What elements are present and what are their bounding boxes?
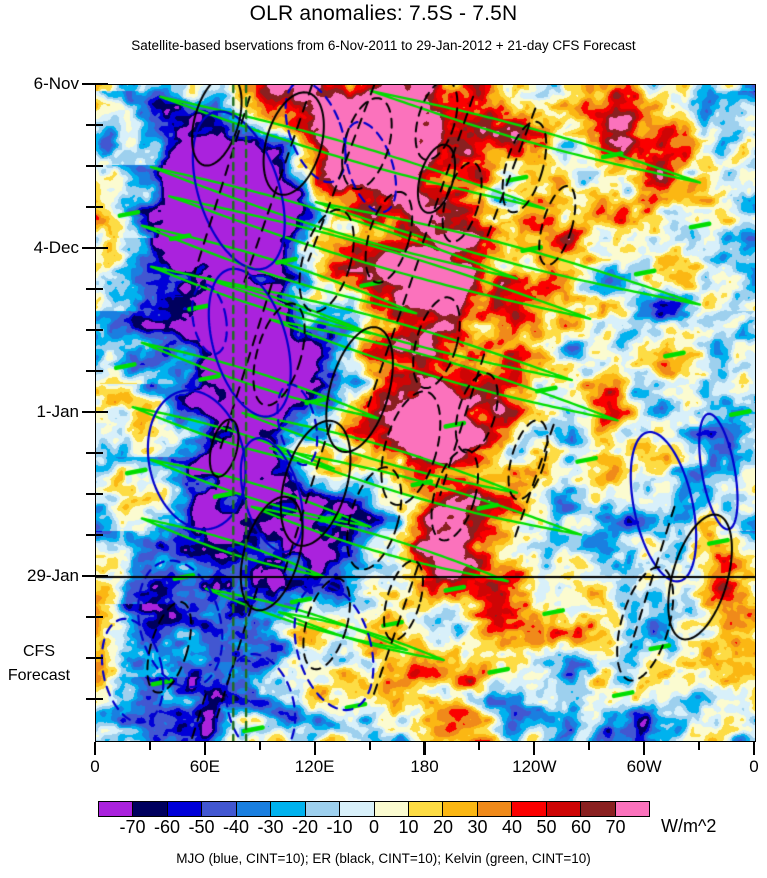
y-tick-inner-major xyxy=(95,82,108,86)
y-tick-inner-major xyxy=(95,246,108,250)
y-tick-minor xyxy=(86,370,95,372)
colorbar-swatch-3 xyxy=(202,802,237,816)
x-tick-minor xyxy=(368,742,371,750)
x-axis-label-0: 0 xyxy=(90,757,100,776)
page-title: OLR anomalies: 7.5S - 7.5N xyxy=(249,2,518,25)
x-tick-major xyxy=(313,742,316,755)
cfs-forecast-label-line1: CFS xyxy=(23,643,55,661)
colorbar-tick-30: 30 xyxy=(467,817,488,837)
x-tick-major xyxy=(203,742,206,755)
colorbar-tick-50: 50 xyxy=(536,817,557,837)
cfs-forecast-label-line2: Forecast xyxy=(7,667,71,685)
y-tick-minor xyxy=(86,698,95,700)
y-tick-inner-minor xyxy=(95,165,103,167)
x-tick-major xyxy=(423,742,426,755)
y-axis-label-1-jan: 1-Jan xyxy=(36,402,79,421)
colorbar-tick-labels: -70 -60 -50 -40 -30 -20 -10 0 10 20 30 40 50 60 70 xyxy=(98,818,650,840)
x-tick-minor xyxy=(258,742,261,750)
y-tick-minor xyxy=(86,493,95,495)
chart-subtitle: Satellite-based bservations from 6-Nov-2… xyxy=(131,38,636,53)
x-tick-major xyxy=(643,742,646,755)
colorbar-tick--20: -20 xyxy=(291,817,319,837)
colorbar-swatch-10 xyxy=(443,802,478,816)
x-tick-minor xyxy=(588,742,591,750)
y-tick-major xyxy=(82,82,95,86)
y-tick-inner-minor xyxy=(95,452,103,454)
colorbar-tick--30: -30 xyxy=(257,817,284,837)
y-tick-inner-minor xyxy=(95,493,103,495)
y-tick-inner-minor xyxy=(95,370,103,372)
colorbar-swatch-15 xyxy=(615,802,649,816)
x-axis-label-6: 0 xyxy=(749,757,759,776)
wave-contour-overlay xyxy=(96,85,755,741)
colorbar-swatch-12 xyxy=(512,802,547,816)
x-axis-label-3: 180 xyxy=(410,757,439,776)
x-tick-minor xyxy=(148,742,151,750)
x-tick-minor xyxy=(478,742,481,750)
colorbar-tick-0: 0 xyxy=(368,817,380,837)
x-tick-major xyxy=(533,742,536,755)
colorbar-swatch-2 xyxy=(167,802,203,816)
y-tick-minor xyxy=(86,288,95,290)
colorbar-swatch-11 xyxy=(477,802,513,816)
y-tick-inner-minor xyxy=(95,329,103,331)
y-tick-minor xyxy=(86,165,95,167)
y-tick-minor xyxy=(86,452,95,454)
y-tick-inner-minor xyxy=(95,534,103,536)
y-tick-major xyxy=(82,246,95,250)
plot-area xyxy=(95,84,756,742)
y-tick-inner-minor xyxy=(95,206,103,208)
x-tick-minor xyxy=(698,742,701,750)
y-axis-label-6-nov: 6-Nov xyxy=(33,74,79,93)
x-axis-label-2: 120E xyxy=(294,757,335,776)
y-tick-minor xyxy=(86,657,95,659)
y-tick-minor xyxy=(86,329,95,331)
colorbar-tick--70: -70 xyxy=(119,817,146,837)
colorbar-swatch-8 xyxy=(374,802,409,816)
x-axis-label-4: 120W xyxy=(512,757,557,776)
x-axis-label-1: 60E xyxy=(189,757,220,776)
y-tick-major xyxy=(82,574,95,578)
y-tick-inner-minor xyxy=(95,288,103,290)
colorbar-swatch-14 xyxy=(581,802,616,816)
colorbar-tick-10: 10 xyxy=(398,817,419,837)
y-tick-inner-minor xyxy=(95,698,103,700)
colorbar-tick-20: 20 xyxy=(432,817,454,837)
x-tick-major xyxy=(93,742,97,755)
y-tick-major xyxy=(82,410,95,414)
y-tick-minor xyxy=(86,534,95,536)
y-tick-inner-major xyxy=(95,574,108,578)
x-tick-major xyxy=(752,742,756,755)
colorbar-tick-40: 40 xyxy=(501,817,523,837)
y-tick-inner-minor xyxy=(95,657,103,659)
colorbar-tick--50: -50 xyxy=(188,817,215,837)
colorbar-swatch-13 xyxy=(546,802,582,816)
colorbar xyxy=(98,801,650,817)
colorbar-tick-60: 60 xyxy=(570,817,592,837)
y-tick-inner-minor xyxy=(95,616,103,618)
colorbar-tick--40: -40 xyxy=(222,817,250,837)
y-tick-minor xyxy=(86,616,95,618)
y-axis-label-4-dec: 4-Dec xyxy=(33,238,79,257)
colorbar-swatch-7 xyxy=(340,802,375,816)
colorbar-tick-70: 70 xyxy=(605,817,626,837)
colorbar-swatch-6 xyxy=(305,802,341,816)
colorbar-units-label: W/m^2 xyxy=(661,816,717,836)
y-tick-minor xyxy=(86,124,95,126)
x-axis-label-5: 60W xyxy=(626,757,662,776)
colorbar-tick--60: -60 xyxy=(153,817,181,837)
colorbar-swatch-5 xyxy=(271,802,306,816)
colorbar-swatch-9 xyxy=(408,802,444,816)
colorbar-swatch-4 xyxy=(236,802,272,816)
y-tick-inner-minor xyxy=(95,124,103,126)
y-tick-inner-major xyxy=(95,410,108,414)
colorbar-swatch-1 xyxy=(133,802,168,816)
y-axis-label-29-jan: 29-Jan xyxy=(27,566,79,585)
y-tick-minor xyxy=(86,206,95,208)
colorbar-swatch-0 xyxy=(99,802,134,816)
overlay-legend-caption: MJO (blue, CINT=10); ER (black, CINT=10)… xyxy=(176,851,591,866)
colorbar-tick--10: -10 xyxy=(326,817,353,837)
